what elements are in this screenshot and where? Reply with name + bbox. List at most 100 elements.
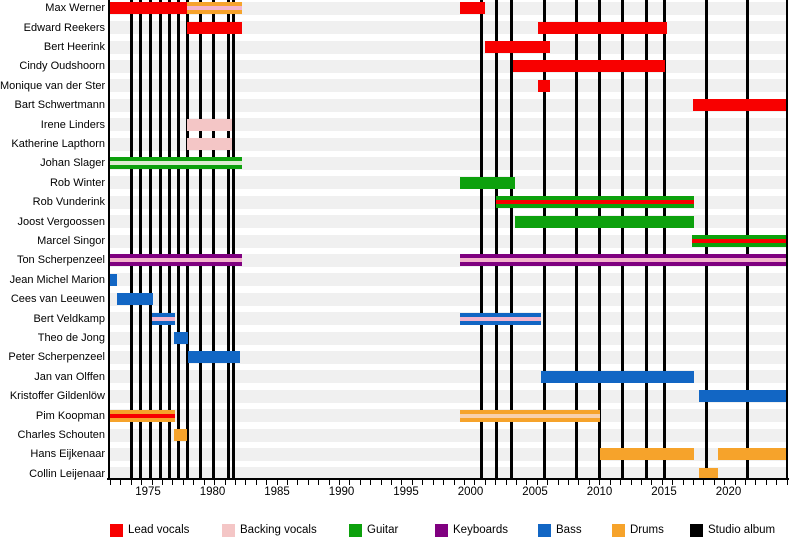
year-tick-label: 2000 — [457, 486, 484, 498]
member-label: Bert Veldkamp — [33, 312, 105, 325]
member-label: Theo de Jong — [37, 332, 105, 344]
album-line — [645, 0, 649, 478]
legend-swatch-lead — [110, 524, 123, 537]
bar-stripe — [109, 161, 242, 166]
timeline-bar — [538, 21, 667, 34]
axis-tick — [609, 480, 611, 485]
axis-tick — [443, 480, 445, 485]
row-band — [109, 234, 787, 248]
album-line — [139, 0, 143, 478]
year-tick-label: 2010 — [586, 486, 613, 498]
member-label: Rob Vunderink — [32, 196, 105, 209]
timeline-bar — [698, 467, 719, 480]
album-line — [574, 0, 578, 478]
timeline-bar — [460, 176, 515, 189]
year-tick-label: 2015 — [651, 486, 677, 498]
bar-stripe — [186, 6, 242, 11]
timeline-bar — [109, 2, 187, 15]
axis-tick — [526, 480, 528, 485]
member-label: Edward Reekers — [23, 21, 105, 34]
axis-tick — [172, 480, 174, 485]
axis-tick — [640, 480, 642, 485]
axis-tick — [276, 480, 278, 485]
year-tick-label: 1975 — [135, 486, 161, 498]
x-axis-line — [107, 478, 789, 480]
legend-swatch-drums — [612, 524, 625, 537]
axis-tick — [432, 480, 434, 485]
album-line — [494, 0, 498, 478]
axis-tick — [339, 480, 341, 485]
member-label: Jean Michel Marion — [9, 273, 105, 286]
axis-tick — [557, 480, 559, 485]
axis-tick — [182, 480, 184, 485]
axis-tick — [547, 480, 549, 485]
row-band — [109, 428, 787, 442]
album-line — [149, 0, 153, 478]
axis-tick — [661, 480, 663, 485]
axis-tick — [120, 480, 122, 485]
timeline-bar — [187, 118, 232, 131]
timeline-bar — [541, 370, 694, 383]
axis-tick — [599, 480, 601, 485]
row-band — [109, 40, 787, 54]
row-band — [109, 1, 787, 15]
axis-tick — [692, 480, 694, 485]
year-tick-label: 1985 — [264, 486, 290, 498]
timeline-bar — [600, 448, 694, 461]
axis-tick — [745, 480, 746, 485]
axis-tick — [703, 480, 705, 485]
album-line — [168, 0, 172, 478]
plot-left-border — [108, 0, 111, 478]
album-line — [177, 0, 181, 478]
year-tick-label: 1995 — [393, 486, 419, 498]
axis-tick — [391, 480, 393, 485]
album-line — [542, 0, 546, 478]
plot-right-border — [785, 0, 788, 478]
axis-tick — [234, 480, 236, 485]
album-line — [479, 0, 483, 478]
member-label: Collin Leijenaar — [29, 467, 105, 480]
axis-tick — [422, 480, 424, 485]
axis-tick — [536, 480, 538, 485]
axis-tick — [411, 480, 413, 485]
bar-stripe — [109, 258, 242, 263]
axis-tick — [162, 480, 164, 485]
axis-tick — [776, 480, 778, 485]
row-band — [109, 292, 787, 306]
row-band — [109, 467, 787, 481]
timeline-bar — [698, 390, 787, 403]
row-band — [109, 389, 787, 403]
album-line — [130, 0, 134, 478]
timeline-bar — [460, 254, 787, 267]
row-band — [109, 350, 787, 364]
year-tick-label: 1980 — [199, 486, 226, 498]
timeline-bar — [538, 79, 551, 92]
legend-label: Studio album — [708, 524, 776, 536]
member-label: Monique van der Ster — [0, 79, 106, 92]
bar-stripe — [460, 258, 787, 263]
axis-tick — [651, 480, 653, 485]
axis-tick — [359, 480, 361, 485]
legend-label: Bass — [556, 524, 582, 536]
axis-tick — [786, 480, 788, 485]
axis-tick — [380, 480, 382, 485]
member-label: Ton Scherpenzeel — [16, 254, 105, 267]
timeline-bar — [460, 312, 542, 325]
bar-stripe — [496, 200, 694, 205]
member-label: Peter Scherpenzeel — [8, 351, 105, 364]
album-line — [231, 0, 235, 478]
timeline-bar — [718, 448, 787, 461]
axis-tick — [297, 480, 299, 485]
row-band — [109, 118, 787, 132]
timeline-bar — [484, 41, 551, 53]
member-label: Max Werner — [45, 2, 105, 15]
member-label: Marcel Singor — [37, 235, 105, 247]
timeline-bar — [187, 138, 232, 150]
member-label: Rob Winter — [49, 176, 105, 189]
axis-tick — [484, 480, 486, 485]
axis-tick — [453, 480, 455, 485]
timeline-bar — [117, 293, 154, 306]
album-line — [185, 0, 189, 478]
axis-tick — [203, 480, 205, 485]
